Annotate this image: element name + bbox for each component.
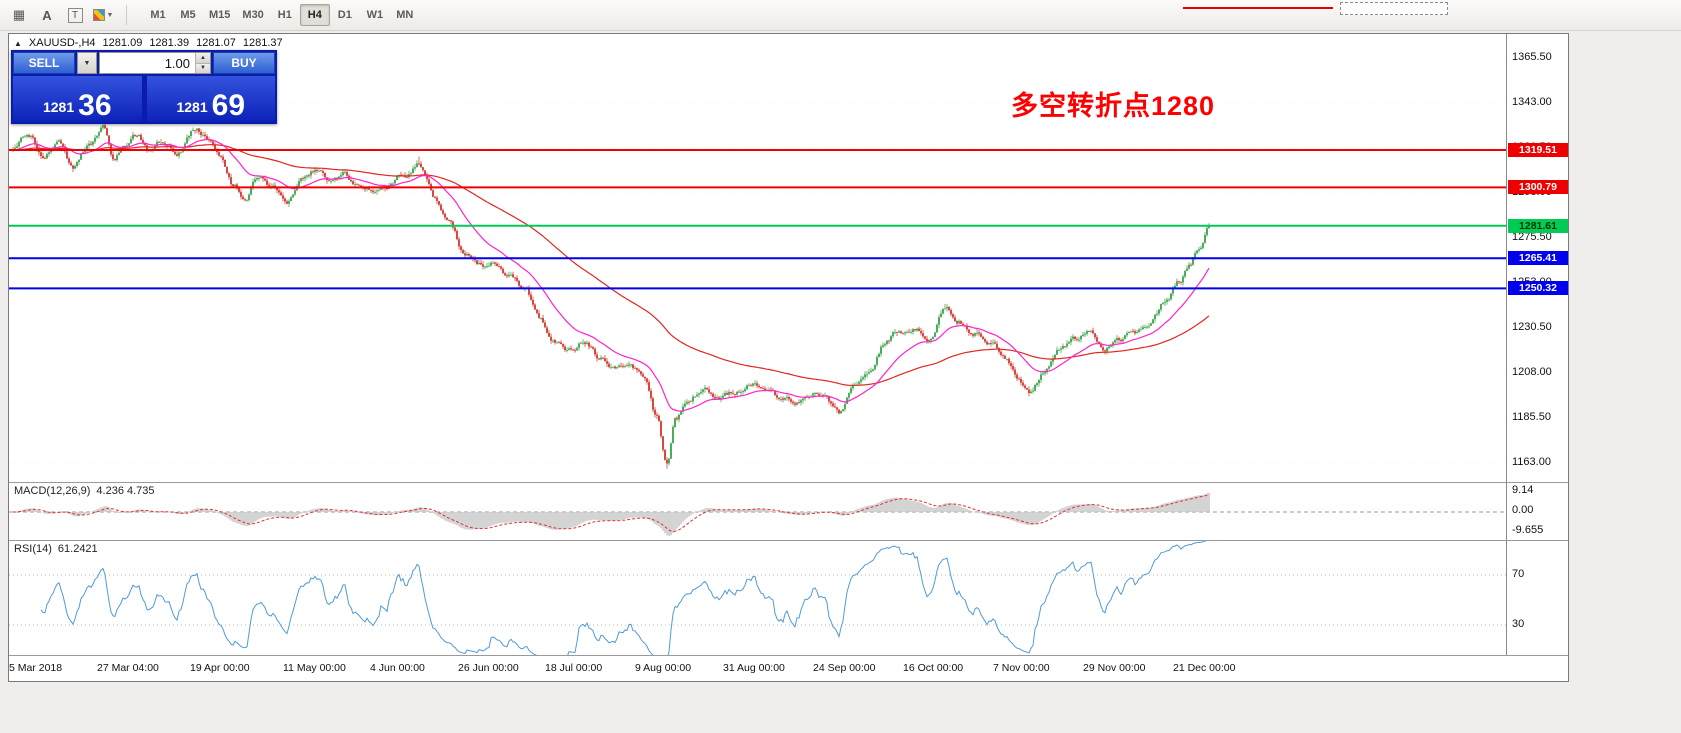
timeframe-button-h1[interactable]: H1 [277, 9, 292, 21]
toolbar-separator [126, 5, 127, 25]
price-tick-label: 1208.00 [1512, 366, 1552, 378]
dashed-selection-artifact [1340, 2, 1448, 15]
volume-decrease-button[interactable]: ▼ [196, 63, 210, 73]
open-value: 1281.09 [102, 37, 143, 49]
macd-readout: MACD(12,26,9) 4.236 4.735 [14, 485, 155, 497]
price-tick-label: 1163.00 [1512, 456, 1551, 468]
date-label: 18 Jul 00:00 [545, 662, 603, 674]
sell-button[interactable]: SELL [13, 52, 75, 74]
rsi-value: 61.2421 [57, 543, 98, 555]
text-tool-icon[interactable]: T [62, 4, 88, 26]
date-label: 31 Aug 00:00 [723, 662, 785, 674]
date-label: 7 Nov 00:00 [993, 662, 1050, 674]
ask-big-figure: 1281 [176, 99, 208, 115]
grid-glyph: ▦ [12, 7, 26, 22]
macd-chart[interactable] [9, 483, 1506, 540]
low-value: 1281.07 [196, 37, 236, 49]
date-label: 4 Jun 00:00 [370, 662, 425, 674]
volume-input[interactable] [100, 53, 195, 73]
volume-increase-button[interactable]: ▲ [196, 53, 210, 64]
macd-values: 4.236 4.735 [96, 485, 155, 497]
close-value: 1281.37 [242, 37, 283, 49]
price-tick-label: 1185.50 [1512, 411, 1551, 423]
red-line-artifact [1183, 7, 1333, 9]
volume-field: ▲ ▼ [99, 52, 211, 74]
ask-pips: 69 [211, 88, 246, 122]
timeframe-toolbar: M1 M5 M15 M30 H1 H4 D1 W1 MN [143, 4, 420, 26]
macd-axis-zero: 0.00 [1512, 504, 1534, 516]
price-level-badge[interactable]: 1265.41 [1508, 251, 1568, 266]
date-label: 5 Mar 2018 [9, 662, 63, 674]
timeframe-button-m1[interactable]: M1 [150, 9, 166, 21]
macd-label: MACD(12,26,9) [14, 485, 91, 497]
volume-dropdown-button[interactable]: ▼ [77, 52, 97, 74]
chart-toolbar: ▦ A T ▼ M1 M5 M15 M30 H1 H4 D1 W1 MN [0, 0, 1681, 31]
axis-separator-line [1506, 34, 1507, 655]
timeframe-button-m30[interactable]: M30 [242, 9, 264, 21]
chart-window: ▲ XAUUSD-,H4 1281.09 1281.39 1281.07 128… [8, 33, 1569, 682]
date-label: 26 Jun 00:00 [458, 662, 519, 674]
rsi-readout: RSI(14) 61.2421 [14, 543, 98, 555]
chevron-down-icon: ▼ [106, 11, 114, 19]
timeframe-button-d1[interactable]: D1 [337, 9, 352, 21]
ohlc-readout: ▲ XAUUSD-,H4 1281.09 1281.39 1281.07 128… [14, 37, 283, 49]
price-tick-label: 1253.00 [1512, 276, 1552, 288]
date-label: 9 Aug 00:00 [635, 662, 692, 674]
timeframe-button-w1[interactable]: W1 [366, 9, 384, 21]
rsi-chart[interactable] [9, 541, 1506, 655]
timeframe-button-m5[interactable]: M5 [180, 9, 196, 21]
rsi-axis-30: 30 [1512, 618, 1525, 630]
bid-price-display[interactable]: 1281 36 [13, 76, 142, 122]
ask-price-display[interactable]: 1281 69 [146, 76, 275, 122]
timeframe-button-m15[interactable]: M15 [209, 9, 231, 21]
price-tick-label: 1365.50 [1512, 51, 1552, 63]
date-label: 16 Oct 00:00 [903, 662, 964, 674]
letter-a-glyph: A [42, 7, 52, 23]
high-value: 1281.39 [149, 37, 190, 49]
chart-annotation-text: 多空转折点1280 [1011, 91, 1216, 121]
text-glyph: T [67, 7, 83, 23]
arrow-tool-icon[interactable]: A [34, 4, 60, 26]
pattern-grid-icon[interactable]: ▦ [6, 4, 32, 26]
date-label: 29 Nov 00:00 [1083, 662, 1146, 674]
date-label: 27 Mar 04:00 [97, 662, 159, 674]
price-tick-label: 1230.50 [1512, 321, 1552, 333]
rsi-indicator-pane[interactable]: RSI(14) 61.2421 70 30 [9, 540, 1568, 655]
price-level-badge[interactable]: 1319.51 [1508, 142, 1568, 157]
price-tick-label: 1275.50 [1512, 231, 1552, 243]
price-level-badge[interactable]: 1300.79 [1508, 180, 1568, 195]
timeframe-button-h4[interactable]: H4 [299, 4, 330, 26]
price-level-badge[interactable]: 1250.32 [1508, 281, 1568, 296]
timeframe-button-mn[interactable]: MN [396, 9, 414, 21]
date-label: 19 Apr 00:00 [190, 662, 250, 674]
bid-pips: 36 [78, 88, 112, 122]
candlestick-chart[interactable] [9, 34, 1506, 482]
one-click-trading-panel: SELL ▼ ▲ ▼ BUY 1281 36 [11, 50, 277, 124]
palette-icon[interactable]: ▼ [90, 4, 116, 26]
volume-stepper: ▲ ▼ [195, 53, 210, 73]
macd-indicator-pane[interactable]: MACD(12,26,9) 4.236 4.735 9.14 0.00 -9.6… [9, 482, 1568, 540]
macd-axis-low: -9.655 [1512, 524, 1544, 536]
price-tick-label: 1343.00 [1512, 96, 1552, 108]
buy-button[interactable]: BUY [213, 52, 275, 74]
palette-swatch-icon [92, 9, 105, 21]
rsi-axis-70: 70 [1512, 568, 1525, 580]
price-tick-label: 1298.00 [1512, 186, 1552, 198]
price-level-badge[interactable]: 1281.61 [1508, 218, 1568, 233]
symbol-marker-icon: ▲ [14, 38, 22, 48]
date-label: 21 Dec 00:00 [1173, 662, 1236, 674]
price-tick-label: 1320.50 [1512, 141, 1552, 153]
symbol-timeframe-label: XAUUSD-,H4 [28, 37, 96, 49]
date-label: 24 Sep 00:00 [813, 662, 876, 674]
date-label: 11 May 00:00 [283, 662, 346, 674]
macd-axis-high: 9.14 [1512, 484, 1534, 496]
time-axis[interactable]: 5 Mar 2018 27 Mar 04:00 19 Apr 00:00 11 May… [9, 655, 1568, 681]
price-chart-pane[interactable]: ▲ XAUUSD-,H4 1281.09 1281.39 1281.07 128… [9, 34, 1568, 482]
bid-big-figure: 1281 [42, 99, 75, 115]
rsi-label: RSI(14) [14, 543, 52, 555]
